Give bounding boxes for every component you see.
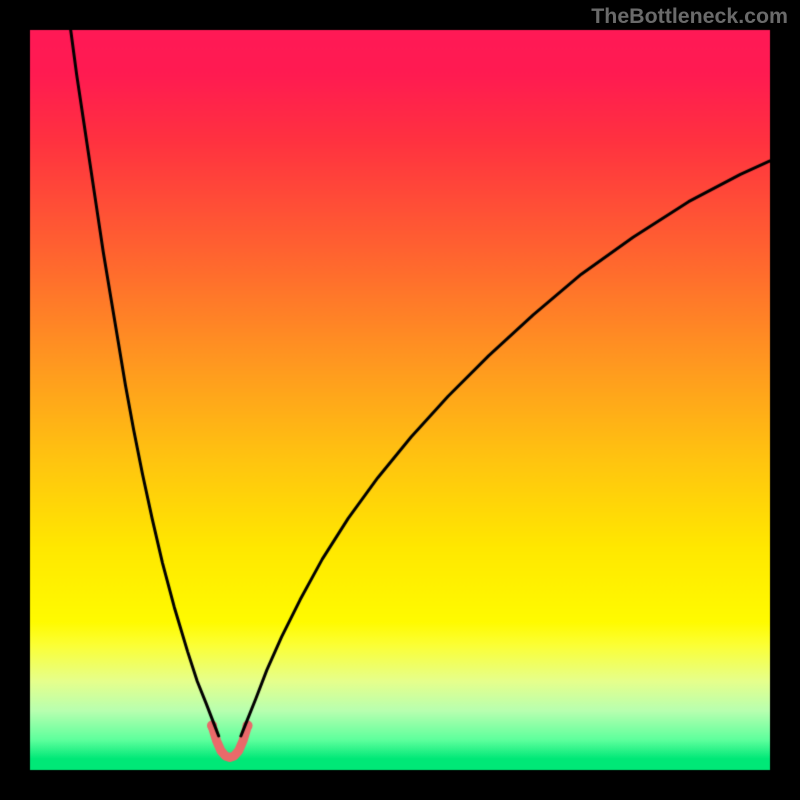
watermark-text: TheBottleneck.com (591, 4, 788, 29)
bottleneck-curve-chart (0, 0, 800, 800)
chart-container: { "watermark": { "text": "TheBottleneck.… (0, 0, 800, 800)
